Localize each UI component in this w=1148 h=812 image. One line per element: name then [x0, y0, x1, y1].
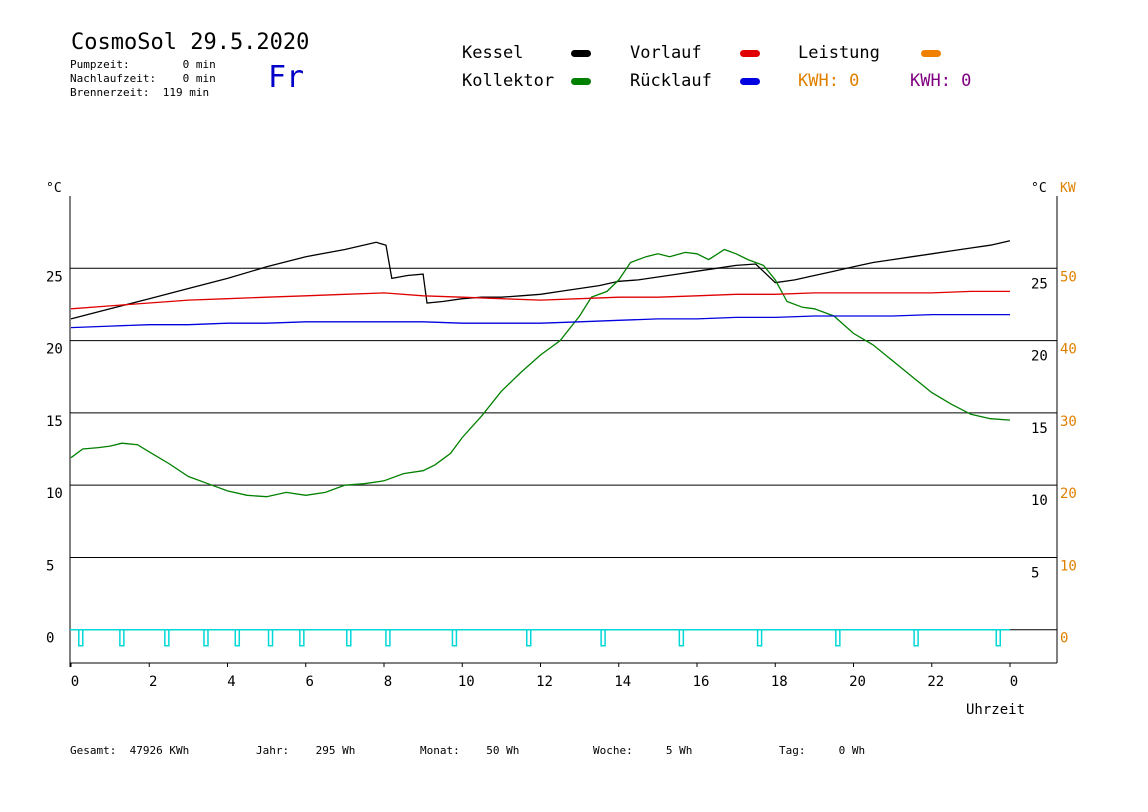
pump-pulse-0 [78, 628, 84, 647]
pump-pulse-4 [234, 628, 241, 647]
pump-pulse-16 [995, 628, 1002, 647]
y-axis-label-left: °C [46, 181, 62, 196]
x-tick-10: 20 [849, 674, 866, 690]
pump-pulse-7 [346, 628, 352, 647]
x-tick-7: 14 [614, 674, 631, 690]
legend-leistung-label: Leistung [798, 43, 880, 63]
nachlaufzeit-text: Nachlaufzeit: 0 min [70, 72, 216, 85]
y-axis-label-right: °C [1031, 181, 1047, 196]
y-tick-right-25: 25 [1031, 276, 1048, 292]
y-tick-kw-10: 10 [1060, 558, 1077, 574]
y-tick-left-10: 10 [46, 486, 63, 502]
grid-lines [70, 267, 1057, 631]
legend-ruecklauf-label: Rücklauf [630, 71, 712, 91]
pump-pulse-2 [164, 628, 170, 647]
x-tick-5: 10 [458, 674, 475, 690]
y-tick-left-25: 25 [46, 269, 63, 285]
pump-pulse-13 [756, 628, 763, 647]
pump-pulse-14 [835, 628, 841, 647]
legend-kessel-swatch [571, 50, 591, 57]
legend-vorlauf-swatch [740, 50, 760, 57]
x-tick-2: 4 [227, 674, 235, 690]
kwh-purple-label: KWH: 0 [910, 71, 972, 91]
y-tick-kw-20: 20 [1060, 486, 1077, 502]
pump-pulse-1 [119, 628, 125, 647]
legend-kollektor-label: Kollektor [462, 71, 555, 91]
y-tick-right-20: 20 [1031, 349, 1048, 365]
legend-vorlauf-label: Vorlauf [630, 43, 702, 63]
x-tick-11: 22 [927, 674, 944, 690]
pumpzeit-text: Pumpzeit: 0 min [70, 58, 216, 71]
y-tick-left-20: 20 [46, 342, 63, 358]
kwh-orange-label: KWH: 0 [798, 71, 860, 91]
footer-monat: Monat: 50 Wh [420, 744, 520, 757]
pump-pulse-9 [451, 628, 458, 647]
pump-pulse-11 [600, 628, 606, 647]
series-lines [70, 240, 1011, 498]
x-tick-6: 12 [536, 674, 553, 690]
footer-jahr: Jahr: 295 Wh [256, 744, 356, 757]
x-tick-12: 0 [1010, 674, 1018, 690]
chart-title: CosmoSol 29.5.2020 [71, 30, 310, 55]
x-axis-label: Uhrzeit [966, 702, 1025, 718]
x-tick-1: 2 [149, 674, 157, 690]
weekday-label: Fr [268, 60, 305, 95]
legend-kessel-label: Kessel [462, 43, 524, 63]
pump-pulses [70, 628, 1010, 647]
y-tick-right-5: 5 [1031, 565, 1039, 581]
pump-pulse-3 [203, 628, 209, 647]
series-line-rücklauf [70, 313, 1010, 329]
y-tick-left-5: 5 [46, 558, 54, 574]
pump-pulse-10 [526, 628, 532, 647]
pump-pulse-6 [299, 628, 305, 647]
footer-gesamt: Gesamt: 47926 KWh [70, 744, 190, 757]
pump-pulse-12 [678, 628, 685, 647]
pump-pulse-5 [267, 628, 274, 647]
series-line-kollektor [70, 248, 1011, 498]
y-tick-right-10: 10 [1031, 493, 1048, 509]
legend-ruecklauf-swatch [740, 78, 760, 85]
x-tick-3: 6 [306, 674, 314, 690]
pump-pulse-15 [913, 628, 919, 647]
y-tick-kw-30: 30 [1060, 414, 1077, 430]
y-axis-label-kw: KW [1060, 181, 1076, 196]
y-tick-kw-0: 0 [1060, 631, 1068, 647]
footer-woche: Woche: 5 Wh [593, 744, 693, 757]
brennerzeit-text: Brennerzeit: 119 min [70, 86, 210, 99]
chart-axes [69, 196, 1058, 667]
pump-pulse-8 [385, 628, 391, 647]
tick-labels: 0 5 10 15 20 25 5 10 15 20 25 0 10 20 30 40 50 0 2 4 6 8 10 12 1… [46, 269, 1077, 690]
y-tick-kw-50: 50 [1060, 269, 1077, 285]
footer-tag: Tag: 0 Wh [779, 744, 866, 757]
y-tick-right-15: 15 [1031, 421, 1048, 437]
series-line-kessel [70, 240, 1011, 320]
y-tick-left-0: 0 [46, 631, 54, 647]
legend-kollektor-swatch [571, 78, 591, 85]
y-tick-kw-40: 40 [1060, 342, 1077, 358]
series-line-vorlauf [70, 290, 1010, 310]
x-tick-8: 16 [693, 674, 710, 690]
y-tick-left-15: 15 [46, 414, 63, 430]
x-tick-4: 8 [384, 674, 392, 690]
legend-leistung-swatch [921, 50, 941, 57]
x-tick-9: 18 [771, 674, 788, 690]
x-tick-0: 0 [71, 674, 79, 690]
